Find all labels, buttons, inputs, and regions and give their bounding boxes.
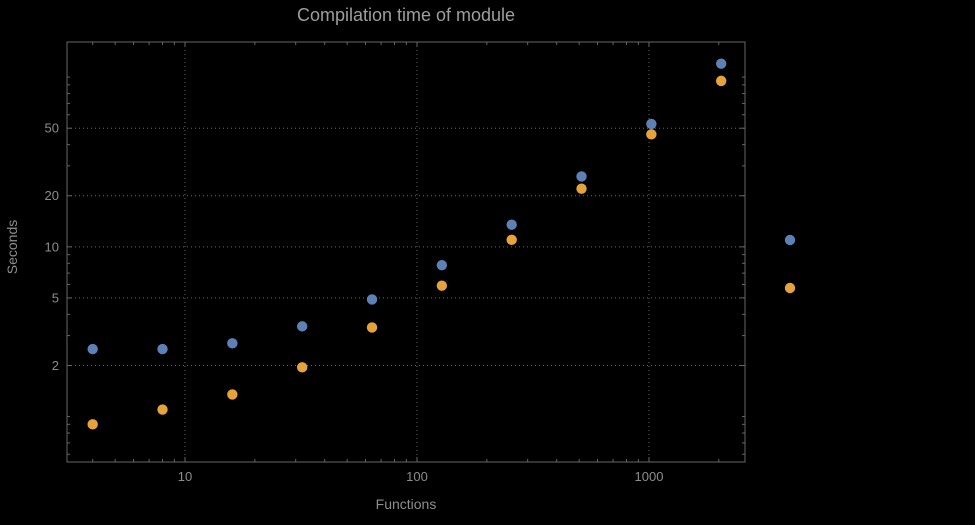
x-tick-label: 1000	[635, 469, 664, 484]
data-point-orange	[715, 75, 727, 87]
data-point-orange	[436, 280, 448, 291]
chart-title: Compilation time of module	[296, 5, 516, 25]
y-tick-label: 50	[45, 121, 59, 136]
plot-frame	[66, 41, 746, 463]
data-point-blue	[436, 259, 448, 271]
y-tick-label: 5	[52, 290, 59, 305]
data-point-blue	[157, 343, 168, 355]
y-tick-label: 10	[45, 239, 59, 254]
x-axis-label: Functions	[375, 496, 437, 512]
data-point-blue	[576, 171, 587, 182]
data-point-blue	[227, 338, 238, 349]
data-point-orange	[646, 129, 657, 140]
y-tick-label: 20	[45, 188, 59, 203]
data-point-blue	[506, 219, 517, 230]
y-tick-label: 2	[52, 358, 59, 373]
x-tick-label: 100	[406, 469, 428, 484]
data-point-orange	[576, 183, 587, 194]
data-point-blue	[715, 58, 727, 69]
data-point-orange	[366, 322, 378, 333]
data-point-orange	[296, 362, 308, 373]
data-point-blue	[646, 118, 657, 130]
x-tick-label: 10	[178, 469, 192, 484]
legend-marker-1	[784, 234, 796, 246]
data-point-orange	[227, 389, 238, 400]
data-point-orange	[506, 234, 517, 246]
data-point-blue	[296, 321, 308, 332]
data-point-orange	[157, 404, 168, 415]
legend-marker-2	[784, 282, 796, 294]
data-point-blue	[366, 294, 378, 305]
data-point-orange	[87, 419, 98, 430]
data-point-blue	[87, 343, 98, 355]
